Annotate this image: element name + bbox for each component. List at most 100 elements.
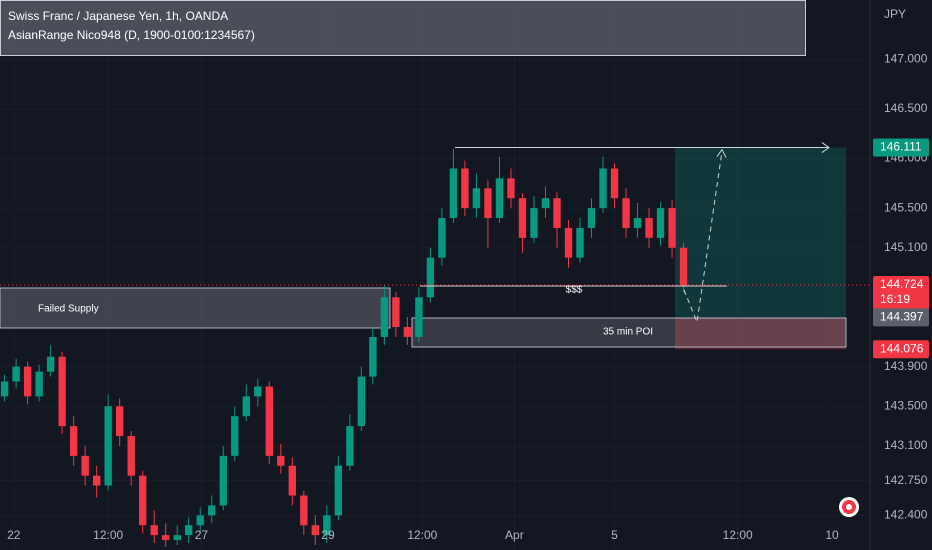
candles <box>0 148 688 548</box>
price-tag-label: 144.076 <box>880 341 924 355</box>
candle-body <box>633 218 642 228</box>
candle-body <box>139 475 147 526</box>
projection <box>683 151 723 324</box>
candle-body <box>288 465 296 496</box>
candle-body <box>346 426 354 466</box>
x-tick-label: 12:00 <box>93 528 123 542</box>
candle-body <box>553 198 561 228</box>
x-tick-label: 12:00 <box>723 528 753 542</box>
legend-box <box>0 0 806 56</box>
candle-body <box>185 525 193 536</box>
candle-body <box>472 188 481 209</box>
candle-body <box>392 297 400 328</box>
candle-body <box>622 198 630 228</box>
overlays: $$$ <box>0 142 870 324</box>
candle-body <box>23 366 32 397</box>
candle-body <box>150 525 158 536</box>
candle-body <box>35 371 43 397</box>
candle-body <box>300 495 308 526</box>
x-tick-label: Apr <box>505 528 524 542</box>
candle-body <box>46 356 55 372</box>
candle-body <box>610 168 619 199</box>
candle-body <box>461 168 469 209</box>
candle-body <box>265 386 273 456</box>
price-axis <box>870 0 932 550</box>
candle-body <box>426 257 435 298</box>
zones: Failed Supply 35 min POI <box>0 147 847 350</box>
candle-body <box>357 376 366 427</box>
candle-body <box>530 208 538 238</box>
candle-body <box>668 208 676 248</box>
candle-body <box>656 208 665 238</box>
alert-icon-dot <box>846 504 852 510</box>
candle-body <box>208 505 216 516</box>
candle-body <box>507 178 515 199</box>
candle-body <box>69 426 78 456</box>
price-tag-label: 144.397 <box>880 310 924 324</box>
candle-body <box>645 218 653 238</box>
y-tick-label: 142.750 <box>884 473 928 487</box>
price-tag-label: 144.724 <box>880 277 924 291</box>
candle-body <box>242 396 250 417</box>
candle-body <box>92 475 101 486</box>
y-tick-label: 145.100 <box>884 240 928 254</box>
price-tag-label: 146.111 <box>880 140 922 154</box>
price-tag <box>873 340 929 359</box>
annotation: Failed Supply <box>38 304 99 315</box>
x-tick-label: 22 <box>7 528 21 542</box>
candle-body <box>0 381 9 397</box>
candle-body <box>231 416 239 456</box>
y-tick-label: 142.400 <box>884 507 928 521</box>
x-tick-label: 12:00 <box>407 528 437 542</box>
annotation: $$$ <box>566 285 583 296</box>
price-tag <box>873 138 929 157</box>
candle-body <box>254 386 262 397</box>
candle-body <box>334 465 343 516</box>
candle-body <box>12 366 20 382</box>
candle-body <box>438 218 446 258</box>
candle-body <box>449 168 458 219</box>
candle-body <box>219 455 227 506</box>
annotation: 35 min POI <box>603 327 653 338</box>
countdown: 16:19 <box>880 292 910 306</box>
currency-label: JPY <box>884 7 906 21</box>
poi-zone <box>411 317 847 348</box>
candle-body <box>679 247 688 286</box>
x-tick-label: 5 <box>611 528 618 542</box>
candle-body <box>495 178 504 219</box>
candle-body <box>323 515 331 536</box>
candle-body <box>541 198 550 209</box>
candle-body <box>116 406 124 437</box>
candle-body <box>415 297 423 337</box>
candle-body <box>380 297 389 337</box>
candle-body <box>277 455 285 466</box>
candle-body <box>162 535 170 541</box>
candle-body <box>587 208 596 228</box>
y-tick-label: 143.100 <box>884 438 928 452</box>
failed-supply-zone <box>0 287 391 329</box>
y-tick-label: 146.500 <box>884 101 928 115</box>
x-tick-label: 10 <box>825 528 839 542</box>
x-tick-label: 27 <box>195 528 209 542</box>
axis-labels: 147.000146.500146.000145.500145.100143.9… <box>7 52 929 542</box>
y-tick-label: 143.900 <box>884 359 928 373</box>
candle-body <box>599 168 607 209</box>
chart-title: Swiss Franc / Japanese Yen, 1h, OANDA <box>8 9 228 23</box>
indicator-label: AsianRange Nico948 (D, 1900-0100:1234567… <box>8 28 255 42</box>
candle-body <box>104 406 112 486</box>
arrow-head <box>821 142 830 153</box>
candle-body <box>311 525 319 536</box>
candle-body <box>564 227 573 258</box>
y-tick-label: 147.000 <box>884 52 928 66</box>
candle-body <box>81 455 89 476</box>
projection-head <box>716 148 727 158</box>
candle-body <box>403 327 412 337</box>
candle-body <box>576 227 584 258</box>
candle-body <box>173 535 181 541</box>
price-tag <box>873 276 929 311</box>
x-tick-label: 29 <box>321 528 335 542</box>
candle-body <box>58 356 66 427</box>
candle-body <box>127 436 135 476</box>
candle-body <box>369 336 377 377</box>
